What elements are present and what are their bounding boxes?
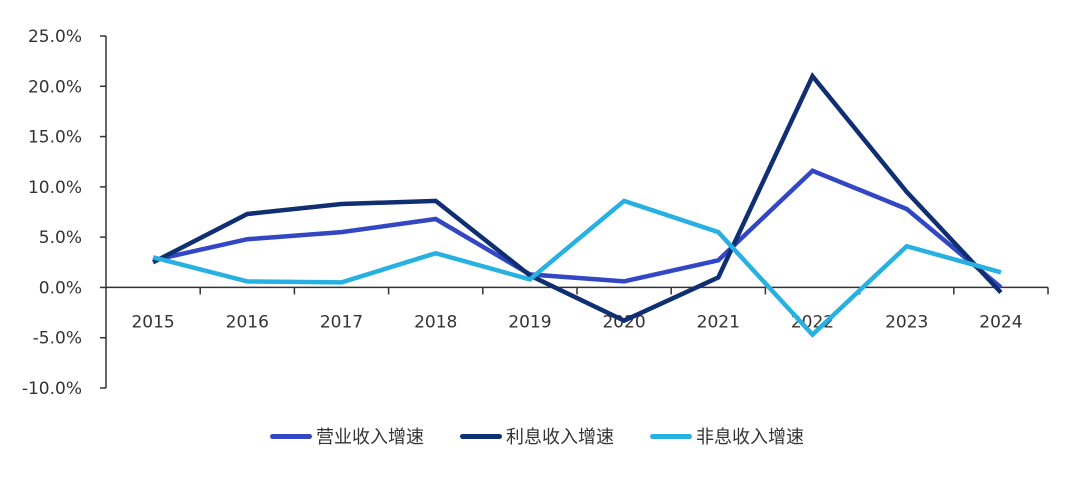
x-axis: 2015 2016 2017 2018 2019 2020 2021 2022 2023 2024: [106, 286, 1049, 332]
series-line-0: [152, 168, 1003, 290]
y-tick-label: -5.0%: [33, 329, 82, 349]
series-line-1: [152, 72, 1003, 324]
x-tick-label: 2021: [697, 312, 740, 332]
legend-item-non-interest-income: 非息收入增速: [650, 423, 804, 449]
legend-item-interest-income: 利息收入增速: [460, 423, 614, 449]
legend: 营业收入增速 利息收入增速 非息收入增速: [0, 422, 1074, 450]
y-tick-label: 20.0%: [28, 77, 82, 97]
legend-swatch-line-icon: [650, 433, 692, 439]
legend-swatch-line-icon: [460, 433, 502, 439]
x-tick-label: 2023: [885, 312, 928, 332]
y-tick-label: 25.0%: [28, 27, 82, 47]
x-tick-label: 2016: [226, 312, 269, 332]
y-tick-label: 0.0%: [39, 278, 82, 298]
x-tick-label: 2017: [320, 312, 363, 332]
legend-swatch-line-icon: [270, 433, 312, 439]
x-tick-label: 2015: [131, 312, 174, 332]
y-tick-label: -10.0%: [22, 379, 82, 399]
x-tick-label: 2018: [414, 312, 457, 332]
y-tick-label: 5.0%: [39, 228, 82, 248]
y-axis: 25.0% 20.0% 15.0% 10.0% 5.0% 0.0% -5.0% -10.0%: [22, 27, 107, 399]
legend-label: 营业收入增速: [316, 427, 424, 448]
series-line-2: [152, 198, 1002, 338]
legend-label: 利息收入增速: [506, 427, 614, 448]
legend-label: 非息收入增速: [696, 427, 804, 448]
x-tick-label: 2024: [979, 312, 1022, 332]
y-tick-label: 10.0%: [28, 178, 82, 198]
legend-item-operating-revenue: 营业收入增速: [270, 423, 424, 449]
y-tick-label: 15.0%: [28, 128, 82, 148]
x-tick-label: 2019: [508, 312, 551, 332]
series-lines: [152, 72, 1003, 338]
